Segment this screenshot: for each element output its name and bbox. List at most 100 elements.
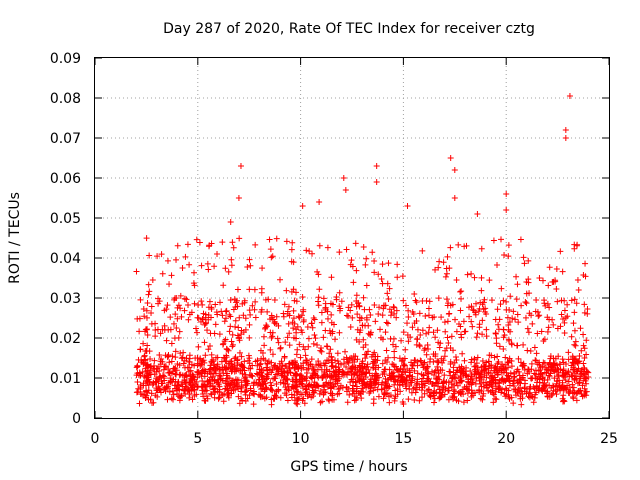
data-point	[297, 354, 304, 361]
data-point	[437, 366, 444, 373]
data-point	[277, 276, 284, 283]
data-point	[496, 377, 503, 384]
data-point	[378, 275, 385, 282]
data-point	[498, 236, 505, 243]
x-tick-label: 20	[497, 431, 515, 447]
data-point	[392, 387, 399, 394]
data-point	[390, 369, 397, 376]
data-point	[323, 367, 330, 374]
data-point	[562, 314, 569, 321]
data-point	[184, 364, 191, 371]
data-point	[384, 320, 391, 327]
data-point	[196, 239, 203, 246]
data-point	[347, 324, 354, 331]
data-point	[583, 375, 590, 382]
data-point	[241, 358, 248, 365]
data-point	[268, 382, 275, 389]
data-point	[513, 273, 520, 280]
data-point	[348, 301, 355, 308]
data-point	[497, 301, 504, 308]
y-tick-label: 0.08	[50, 91, 81, 107]
data-point	[326, 350, 333, 357]
data-point	[445, 300, 452, 307]
data-point	[293, 371, 300, 378]
data-point	[142, 395, 149, 402]
data-point	[222, 365, 229, 372]
data-point	[450, 347, 457, 354]
x-tick-label: 25	[600, 431, 618, 447]
data-point	[252, 314, 259, 321]
data-point	[435, 359, 442, 366]
data-point	[234, 286, 241, 293]
data-point	[454, 382, 461, 389]
data-point	[202, 397, 209, 404]
data-point	[582, 388, 589, 395]
data-point	[583, 337, 590, 344]
data-point	[398, 337, 405, 344]
data-point	[360, 382, 367, 389]
data-point	[312, 372, 319, 379]
data-point	[191, 362, 198, 369]
data-point	[435, 264, 442, 271]
data-point	[241, 375, 248, 382]
data-point	[262, 324, 269, 331]
data-point	[581, 366, 588, 373]
data-point	[391, 381, 398, 388]
data-point	[246, 334, 253, 341]
data-point	[328, 353, 335, 360]
data-point	[521, 260, 528, 267]
data-point	[308, 356, 315, 363]
data-point	[234, 303, 241, 310]
data-point	[505, 336, 512, 343]
data-point	[277, 394, 284, 401]
data-point	[426, 324, 433, 331]
data-point	[175, 302, 182, 309]
data-point	[249, 362, 256, 369]
data-point	[289, 239, 296, 246]
data-point	[326, 397, 333, 404]
data-point	[513, 296, 520, 303]
data-point	[246, 392, 253, 399]
data-point	[442, 273, 449, 280]
data-point	[157, 330, 164, 337]
data-point	[191, 376, 198, 383]
data-point	[510, 378, 517, 385]
data-point	[441, 372, 448, 379]
data-point	[263, 384, 270, 391]
data-point	[343, 312, 350, 319]
data-point	[137, 384, 144, 391]
data-point	[471, 355, 478, 362]
data-point	[293, 326, 300, 333]
data-point	[493, 340, 500, 347]
x-tick-label: 10	[292, 431, 310, 447]
data-point	[164, 302, 171, 309]
data-point	[269, 387, 276, 394]
data-point	[439, 359, 446, 366]
data-point	[211, 330, 218, 337]
data-point	[168, 272, 175, 279]
data-point	[394, 367, 401, 374]
data-point	[334, 350, 341, 357]
data-point	[536, 312, 543, 319]
data-point	[422, 366, 429, 373]
data-point	[134, 363, 141, 370]
data-point	[347, 261, 354, 268]
data-point	[147, 396, 154, 403]
data-point	[279, 371, 286, 378]
data-point	[370, 400, 377, 407]
data-point	[288, 394, 295, 401]
data-point	[443, 296, 450, 303]
data-point	[420, 378, 427, 385]
data-point	[518, 388, 525, 395]
data-point	[229, 331, 236, 338]
data-point	[548, 363, 555, 370]
data-point	[447, 244, 454, 251]
data-point	[137, 390, 144, 397]
data-point	[399, 273, 406, 280]
data-point	[460, 399, 467, 406]
data-point	[185, 368, 192, 375]
data-point	[269, 253, 276, 260]
data-point	[409, 308, 416, 315]
data-point	[268, 254, 275, 261]
data-point	[247, 262, 254, 269]
